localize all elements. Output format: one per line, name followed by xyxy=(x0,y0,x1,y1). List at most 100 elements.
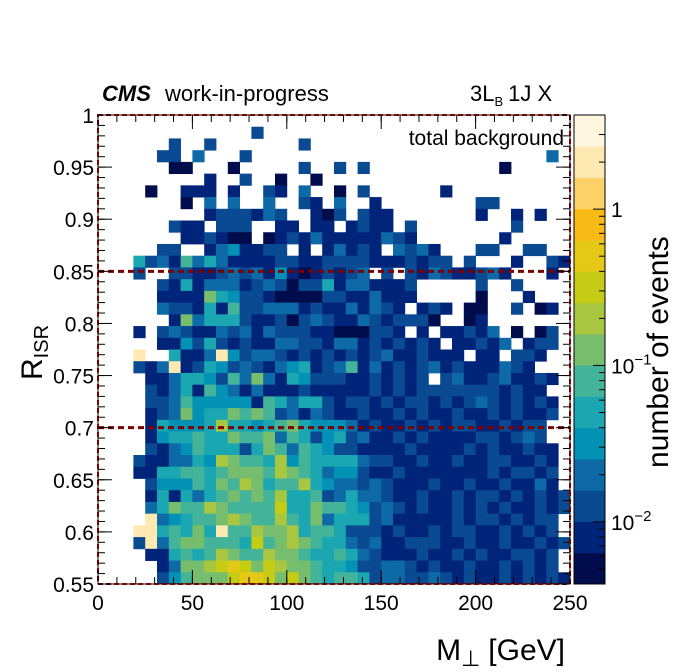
heatmap-cell xyxy=(522,525,535,538)
heatmap-cell xyxy=(357,220,370,233)
heatmap-cell xyxy=(157,279,170,292)
heatmap-cell xyxy=(393,431,406,444)
heatmap-cell xyxy=(345,255,358,268)
heatmap-cell xyxy=(381,372,394,386)
heatmap-cell xyxy=(204,537,217,550)
heatmap-cell xyxy=(475,337,488,350)
heatmap-cell xyxy=(145,548,158,561)
heatmap-cell xyxy=(487,431,500,444)
x-tick-label: 250 xyxy=(552,592,587,615)
heatmap-cell xyxy=(404,372,417,386)
heatmap-cell xyxy=(381,337,394,350)
heatmap-cell xyxy=(251,372,264,386)
heatmap-cell xyxy=(522,501,535,515)
heatmap-cell xyxy=(369,232,382,245)
heatmap-cell xyxy=(357,443,370,456)
heatmap-cell xyxy=(440,525,453,538)
heatmap-cell xyxy=(157,255,170,268)
heatmap-cell xyxy=(298,501,311,515)
heatmap-cell xyxy=(310,478,323,491)
heatmap-cell xyxy=(522,408,535,421)
heatmap-cell xyxy=(357,384,370,397)
heatmap-cell xyxy=(428,548,441,561)
heatmap-cell xyxy=(558,255,571,268)
heatmap-cell xyxy=(157,384,170,397)
heatmap-cell xyxy=(381,255,394,268)
heatmap-cell xyxy=(404,337,417,350)
heatmap-cell xyxy=(180,349,193,362)
x-axis-label: M⊥ [GeV] xyxy=(436,634,565,671)
heatmap-cell xyxy=(440,513,453,526)
heatmap-cell xyxy=(286,290,299,304)
heatmap-cell xyxy=(334,302,347,315)
heatmap-cell xyxy=(416,490,429,503)
heatmap-cell xyxy=(334,537,347,550)
heatmap-cell xyxy=(227,326,240,339)
y-axis-label-sub: ISR xyxy=(31,325,53,358)
heatmap-cell xyxy=(227,513,240,526)
heatmap-cell xyxy=(239,408,252,421)
heatmap-cell xyxy=(322,396,335,409)
heatmap-cell xyxy=(452,513,465,526)
heatmap-cell xyxy=(227,478,240,491)
heatmap-cell xyxy=(546,150,559,163)
heatmap-cell xyxy=(192,548,205,561)
heatmap-cell xyxy=(404,466,417,479)
heatmap-cell xyxy=(180,537,193,550)
heatmap-cell xyxy=(192,490,205,503)
heatmap-cell xyxy=(404,513,417,526)
heatmap-cell xyxy=(369,548,382,561)
color-bar-frame xyxy=(573,114,606,585)
heatmap-cell xyxy=(310,173,323,186)
heatmap-cell xyxy=(204,525,217,538)
heatmap-cell xyxy=(286,349,299,362)
heatmap-cell xyxy=(275,255,288,268)
heatmap-cell xyxy=(180,572,193,585)
heatmap-cell xyxy=(345,560,358,573)
heatmap-cell xyxy=(216,337,229,350)
heatmap-cell xyxy=(357,513,370,526)
heatmap-cell xyxy=(475,361,488,374)
heatmap-cell xyxy=(310,208,323,221)
heatmap-cell xyxy=(393,337,406,350)
heatmap-cell xyxy=(192,267,205,280)
heatmap-cell xyxy=(440,419,453,432)
heatmap-cell xyxy=(239,150,252,163)
heatmap-cell xyxy=(310,255,323,268)
heatmap-cell xyxy=(369,314,382,327)
heatmap-cell xyxy=(487,455,500,468)
heatmap-cell xyxy=(239,267,252,280)
heatmap-cell xyxy=(133,361,146,374)
heatmap-cell xyxy=(440,466,453,479)
heatmap-cell xyxy=(204,255,217,268)
heatmap-cell xyxy=(310,455,323,468)
heatmap-cell xyxy=(180,220,193,233)
heatmap-cell xyxy=(345,302,358,315)
heatmap-cell xyxy=(404,290,417,304)
heatmap-cell xyxy=(251,302,264,315)
heatmap-cell xyxy=(334,490,347,503)
heatmap-cell xyxy=(357,290,370,304)
heatmap-cell xyxy=(204,349,217,362)
heatmap-cell xyxy=(499,466,512,479)
heatmap-cell xyxy=(204,361,217,374)
heatmap-cell xyxy=(286,408,299,421)
heatmap-cell xyxy=(251,478,264,491)
heatmap-cell xyxy=(310,384,323,397)
heatmap-cell xyxy=(499,525,512,538)
heatmap-cell xyxy=(275,326,288,339)
heatmap-cell xyxy=(227,384,240,397)
heatmap-cell xyxy=(275,279,288,292)
heatmap-cell xyxy=(487,267,500,280)
heatmap-cell xyxy=(298,361,311,374)
heatmap-cell xyxy=(534,384,547,397)
region-sub: B xyxy=(494,94,503,109)
heatmap-cell xyxy=(239,396,252,409)
heatmap-cell xyxy=(393,443,406,456)
heatmap-cell xyxy=(216,478,229,491)
heatmap-cell xyxy=(216,208,229,221)
heatmap-cell xyxy=(216,501,229,515)
heatmap-cell xyxy=(452,408,465,421)
heatmap-cell xyxy=(275,572,288,585)
heatmap-cell xyxy=(145,396,158,409)
